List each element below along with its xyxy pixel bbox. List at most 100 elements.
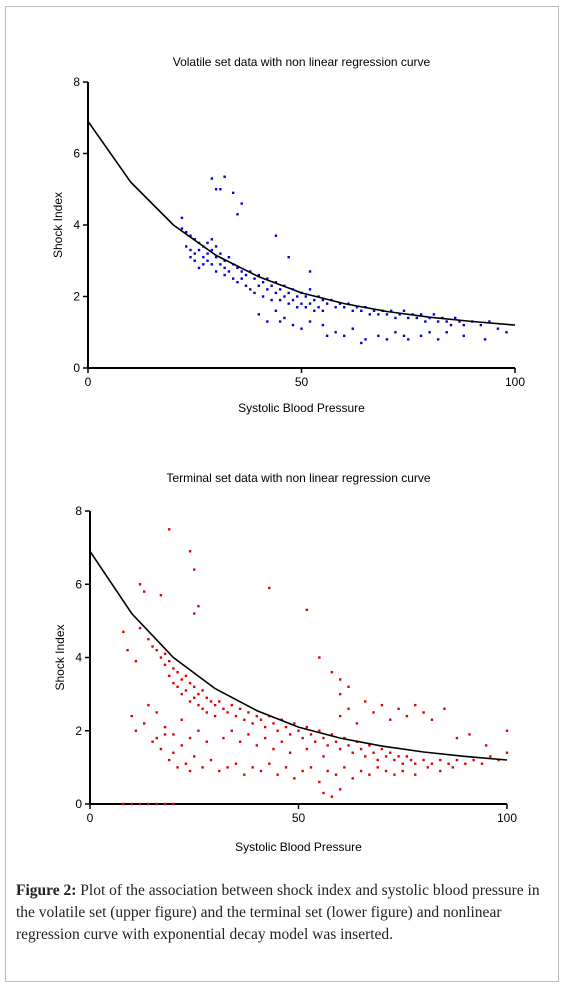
chart2-data-point: [213, 714, 217, 718]
chart1-x-tick-label: 50: [295, 375, 309, 389]
chart2-data-point: [347, 685, 350, 688]
chart2-data-point: [180, 678, 183, 681]
chart2-data-point: [489, 755, 492, 758]
chart2-data-point: [268, 762, 271, 765]
chart1-data-point: [449, 323, 453, 327]
chart1-data-point: [210, 248, 214, 252]
chart1-data-point: [338, 302, 342, 305]
chart1-data-point: [343, 334, 346, 338]
chart2-data-point: [255, 744, 258, 747]
chart1-x-tick-label: 0: [85, 375, 92, 389]
chart1-data-point: [334, 331, 337, 334]
chart2-data-point: [426, 766, 429, 769]
chart1-data-point: [377, 313, 380, 316]
chart2-data-point: [163, 802, 167, 806]
chart2-data-point: [359, 747, 363, 751]
chart2-data-point: [251, 722, 254, 725]
chart2-data-point: [326, 744, 329, 747]
chart1-x-tick-label: 100: [505, 375, 525, 389]
chart2-data-point: [147, 703, 150, 707]
chart1-data-point: [214, 245, 218, 248]
chart1-data-point: [308, 288, 312, 291]
chart1-data-point: [479, 323, 483, 327]
chart1-data-point: [398, 313, 401, 316]
chart1-data-point: [257, 284, 260, 287]
chart2-data-point: [272, 747, 275, 751]
chart1-data-point: [206, 241, 209, 245]
chart2-data-point: [401, 769, 404, 773]
chart1-data-point: [278, 320, 282, 323]
chart2-data-point: [193, 568, 196, 571]
chart2-data-point: [376, 758, 379, 762]
chart1-data-point: [219, 188, 222, 191]
chart2-data-point: [163, 663, 167, 667]
chart1-data-point: [223, 266, 226, 270]
chart1-data-point: [210, 177, 214, 180]
chart1-data-point: [454, 316, 457, 320]
figure-charts: Volatile set data with non linear regres…: [51, 55, 525, 854]
chart1-y-tick-label: 0: [73, 361, 80, 375]
chart2-data-point: [288, 733, 292, 736]
chart2-data-point: [234, 714, 238, 718]
chart2-data-point: [322, 755, 325, 758]
chart2-data-point: [130, 802, 133, 806]
chart1-regression-curve: [87, 120, 516, 326]
chart2-data-point: [193, 685, 196, 688]
chart1-data-point: [308, 270, 312, 273]
chart2-data-point: [364, 700, 367, 703]
chart1-data-point: [219, 263, 222, 266]
chart2-data-point: [259, 718, 263, 721]
chart1-data-point: [253, 277, 256, 280]
chart2-data-point: [151, 740, 154, 743]
chart1-data-point: [180, 216, 184, 220]
chart1-data-point: [291, 323, 295, 327]
chart1-data-point: [223, 175, 226, 178]
chart1-data-point: [210, 263, 214, 266]
chart2-data-point: [213, 703, 217, 707]
chart2-data-point: [326, 769, 329, 773]
chart2-data-point: [284, 766, 288, 769]
chart2-data-point: [155, 711, 158, 714]
chart1-data-point: [214, 270, 218, 273]
chart2-data-point: [176, 670, 179, 674]
chart1-data-point: [197, 266, 201, 270]
chart2-data-point: [205, 696, 208, 699]
chart2-data-point: [226, 766, 229, 769]
chart2-data-point: [389, 751, 392, 754]
chart1-title: Volatile set data with non linear regres…: [173, 55, 431, 69]
chart2-data-point: [209, 758, 213, 762]
chart2-data-point: [138, 627, 142, 630]
chart1-data-point: [462, 323, 465, 327]
chart2-data-point: [180, 692, 183, 696]
chart1-data-point: [227, 270, 231, 273]
chart1-data-point: [210, 238, 214, 241]
chart2-data-point: [138, 802, 142, 806]
chart2-data-point: [355, 722, 359, 725]
chart2-data-point: [351, 751, 354, 754]
chart1-data-point: [300, 327, 303, 330]
chart2-data-point: [343, 736, 346, 740]
chart2-data-point: [193, 696, 196, 699]
chart2-data-point: [330, 795, 334, 798]
chart1-data-point: [389, 309, 393, 312]
chart2-title: Terminal set data with non linear regres…: [166, 471, 430, 485]
chart2-data-point: [255, 714, 258, 718]
chart1-data-point: [321, 323, 325, 327]
chart2-data-point: [168, 674, 171, 678]
chart1-data-point: [180, 227, 184, 230]
chart2-data-point: [472, 758, 475, 762]
chart2-data-point: [151, 645, 154, 648]
chart2-data-point: [138, 583, 142, 586]
chart2-y-axis-label: Shock Index: [53, 624, 67, 690]
chart2-data-point: [318, 656, 321, 659]
chart2-data-point: [288, 751, 292, 754]
chart1-data-point: [419, 334, 423, 338]
chart2-data-point: [318, 729, 321, 732]
chart2-data-point: [197, 703, 200, 707]
chart2-data-point: [163, 652, 167, 656]
chart2-data-point: [218, 700, 221, 703]
chart2-data-point: [193, 612, 196, 615]
chart2-regression-curve: [89, 550, 508, 761]
chart1-data-point: [436, 320, 440, 323]
chart2-data-point: [201, 707, 204, 710]
